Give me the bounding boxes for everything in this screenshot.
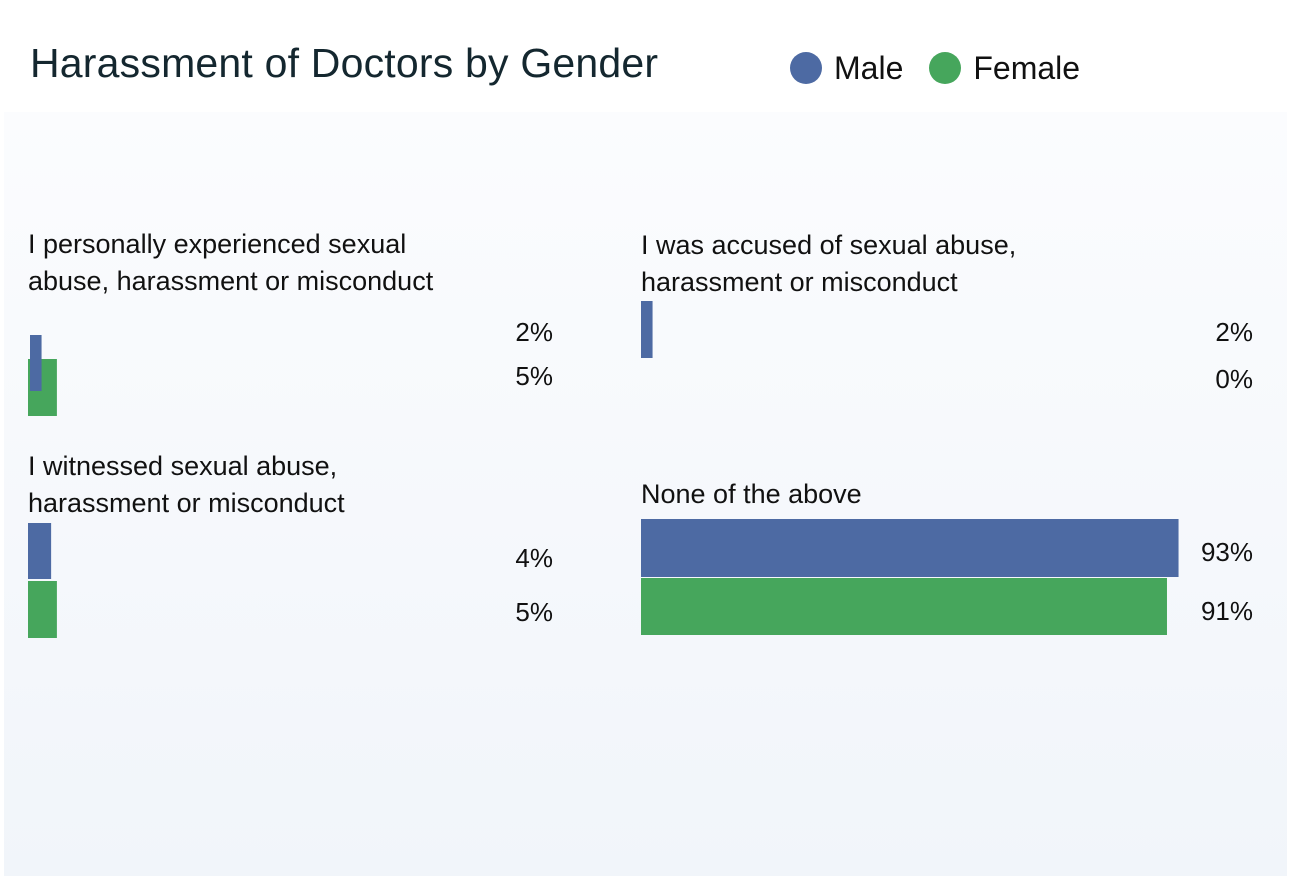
panel-3-bar-male	[28, 523, 52, 579]
panel-4-label-male: 93%	[1201, 537, 1253, 567]
panel-2-label-male: 2%	[1215, 317, 1253, 347]
panel-1-title-line: abuse, harassment or misconduct	[28, 266, 434, 296]
panel-3-title-line: harassment or misconduct	[28, 488, 345, 518]
legend-item-male: Male	[790, 50, 903, 87]
panel-1-title-line: I personally experienced sexual	[28, 229, 406, 259]
chart-title: Harassment of Doctors by Gender	[30, 40, 659, 86]
panel-1-label-male: 2%	[515, 317, 553, 347]
panel-3-label-female: 5%	[515, 597, 553, 627]
panel-4-bar-male	[641, 519, 1179, 577]
legend-swatch-female	[929, 52, 962, 84]
panel-4-label-female: 91%	[1201, 596, 1253, 626]
legend-label-male: Male	[834, 49, 904, 86]
panel-4-title-line: None of the above	[641, 479, 862, 509]
legend-swatch-male	[790, 52, 822, 84]
chart-background	[4, 112, 1287, 876]
panel-3-bar-female	[28, 581, 57, 638]
panel-2-bar-male	[641, 301, 653, 358]
legend: Male Female	[790, 48, 1106, 88]
panel-1-label-female: 5%	[515, 361, 553, 391]
panel-2-label-female: 0%	[1215, 364, 1253, 394]
legend-label-female: Female	[973, 49, 1081, 86]
panel-3-title-line: I witnessed sexual abuse,	[28, 451, 337, 481]
panel-1-bar-male	[30, 335, 42, 391]
panel-2-title-line: I was accused of sexual abuse,	[641, 230, 1016, 260]
panel-2-title-line: harassment or misconduct	[641, 267, 958, 297]
panel-4-bar-female	[641, 578, 1167, 635]
legend-item-female: Female	[929, 50, 1080, 87]
panel-3-label-male: 4%	[515, 543, 553, 573]
